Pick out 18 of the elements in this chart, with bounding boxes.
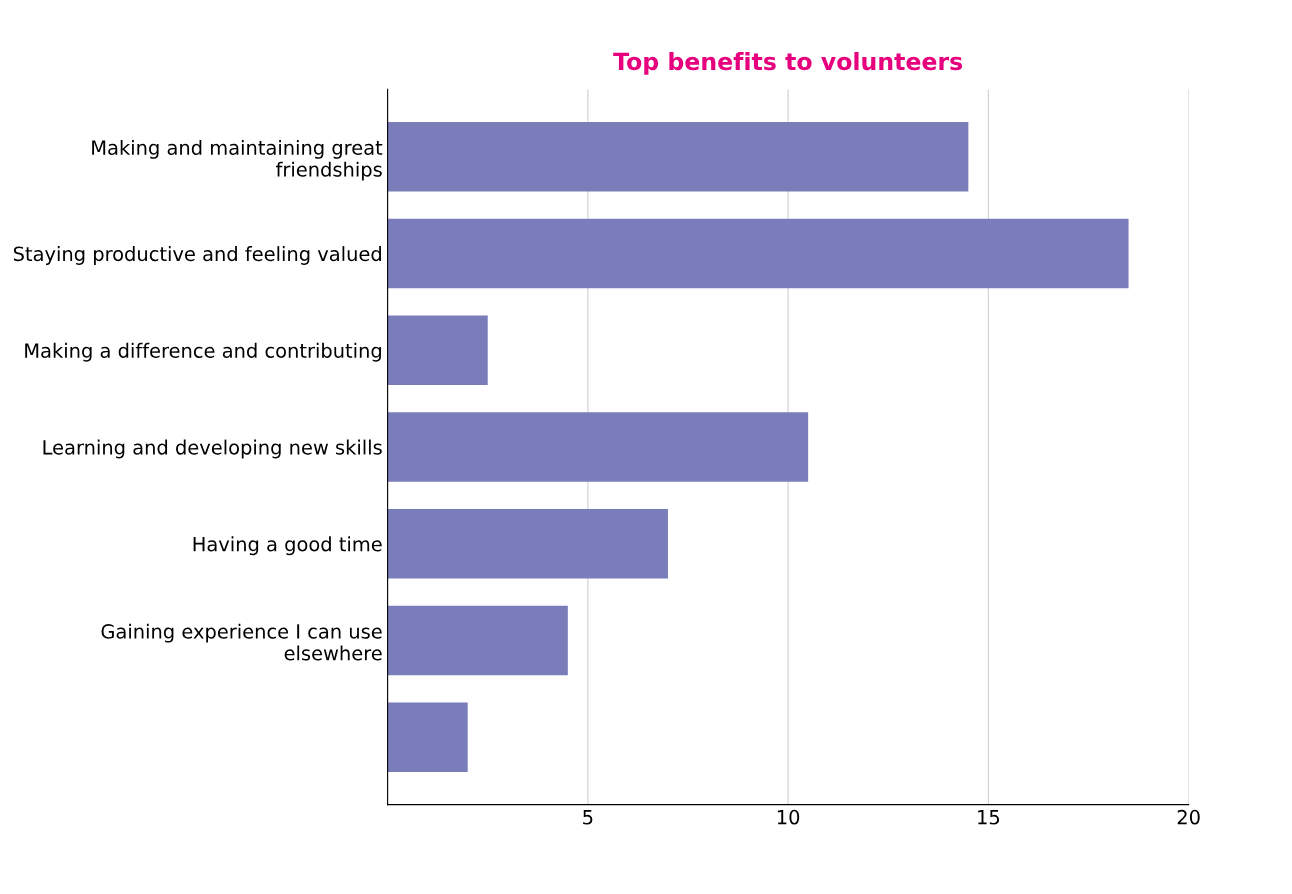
y-tick-label: Making and maintaining great friendships bbox=[92, 139, 383, 181]
bar bbox=[387, 508, 668, 579]
bar bbox=[387, 315, 488, 386]
y-tick-label: Learning and developing new skills bbox=[43, 439, 382, 459]
x-tick-label: 5 bbox=[583, 810, 593, 825]
x-tick-label: 10 bbox=[777, 809, 800, 825]
y-tick-label: Having a good time bbox=[193, 536, 382, 556]
y-tick-label: Gaining experience I can use elsewhere bbox=[101, 623, 382, 661]
y-tick-label: Staying productive and feeling valued bbox=[13, 246, 381, 265]
bar bbox=[387, 412, 809, 482]
bar bbox=[387, 702, 468, 773]
chart-title: Top benefits to volunteers bbox=[613, 52, 963, 75]
bar bbox=[387, 121, 969, 192]
y-tick-label: Making a difference and contributing bbox=[25, 342, 381, 362]
bar bbox=[387, 218, 1129, 289]
x-tick-label: 15 bbox=[978, 810, 1000, 825]
x-tick-label: 20 bbox=[1177, 809, 1200, 825]
bar bbox=[387, 605, 568, 676]
